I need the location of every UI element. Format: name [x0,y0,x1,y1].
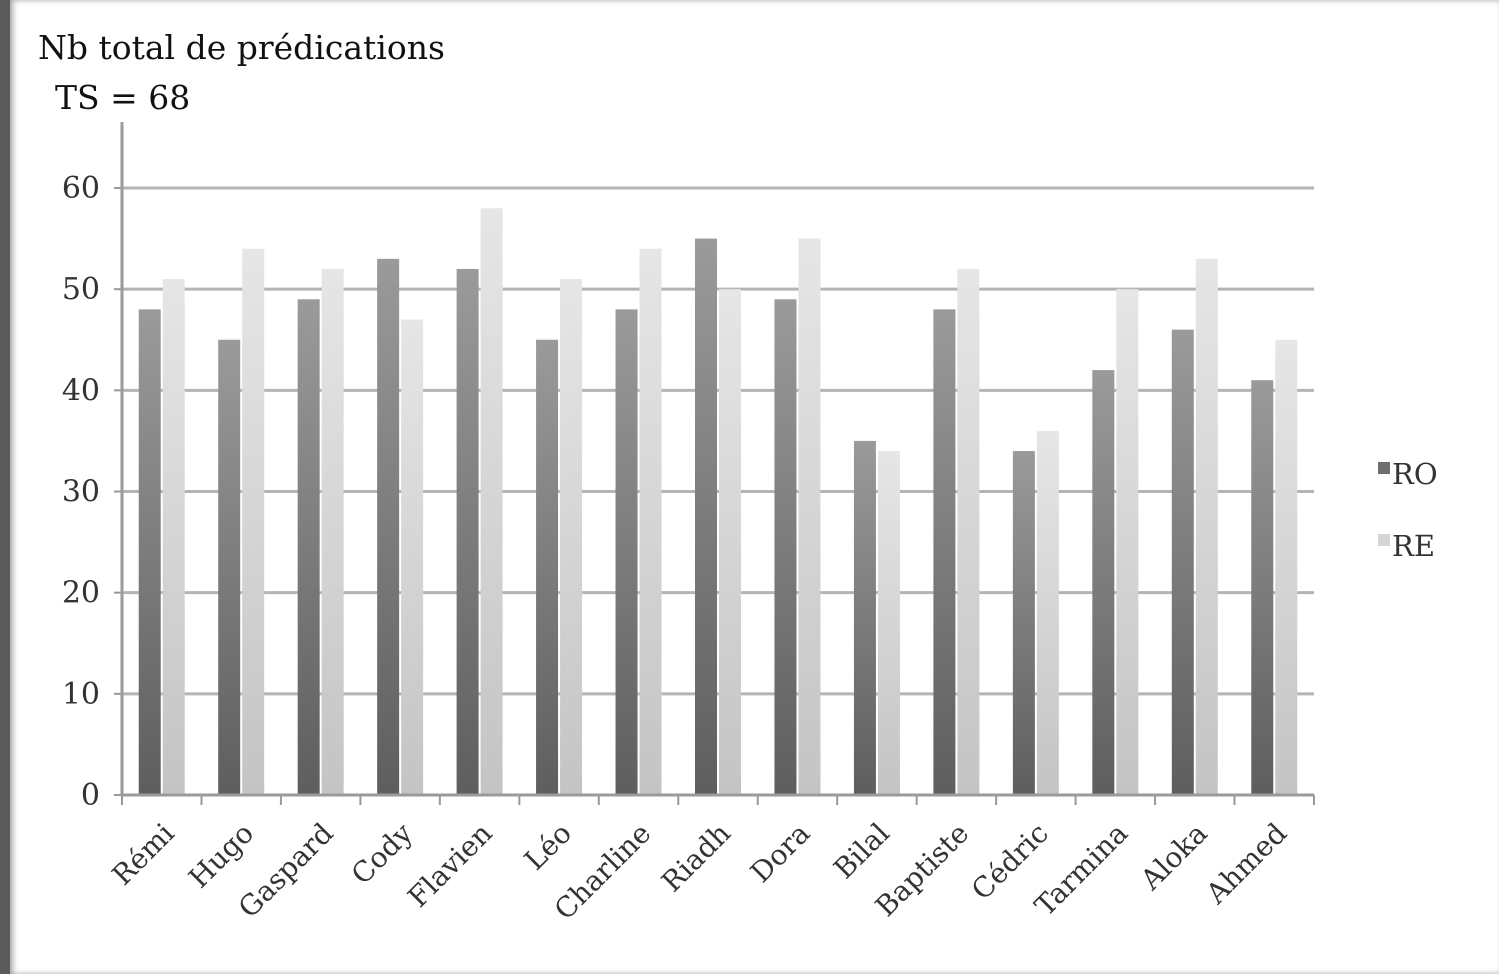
x-tick-label-8: Dora [744,817,816,889]
bar-re-11 [1036,430,1059,795]
bar-re-7 [719,289,741,795]
chart-subtitle: TS = 68 [55,78,191,117]
bar-ro-4 [456,268,479,795]
x-tick-label-9: Bilal [827,817,896,886]
grid-lines [122,186,1314,696]
chart-title: Nb total de prédications [38,28,445,67]
bar-re-9 [877,451,900,795]
bar-ro-13 [1171,329,1194,795]
legend-swatch-ro [1378,462,1390,474]
bar-ro-2 [297,299,320,795]
x-tick-label-1: Hugo [182,817,260,895]
bar-re-6 [639,248,662,795]
legend-swatch-re [1378,534,1390,546]
x-tick-label-4: Flavien [401,817,498,914]
bar-ro-8 [774,299,797,795]
chart-frame: Nb total de prédications TS = 68 0 10 20 30… [10,0,1499,974]
bar-ro-12 [1092,370,1115,795]
x-tick-label-5: Léo [518,817,578,877]
y-tick-label-40: 40 [62,373,100,408]
y-tick-label-20: 20 [62,576,100,611]
legend-label-re: RE [1392,529,1435,563]
axes [114,122,1315,805]
bar-re-5 [560,279,583,795]
x-tick-label-3: Cody [345,816,419,890]
legend: RO RE [1378,457,1438,563]
bar-re-13 [1195,258,1218,796]
bar-re-4 [480,208,503,795]
bar-ro-5 [536,339,559,795]
bar-ro-7 [695,238,717,796]
y-tick-label-50: 50 [62,272,100,307]
bar-re-2 [321,268,344,795]
bar-ro-9 [853,440,876,795]
bar-re-0 [162,279,185,795]
y-tick-label-30: 30 [62,475,100,510]
bar-ro-3 [377,258,400,796]
bar-ro-0 [138,309,161,795]
bar-re-8 [798,238,821,796]
bar-re-10 [957,268,980,795]
x-tick-label-0: Rémi [106,817,181,892]
bar-ro-10 [933,309,956,795]
bar-ro-6 [615,309,638,795]
x-tick-label-7: Riadh [655,817,737,899]
bar-re-12 [1116,289,1139,795]
bar-re-14 [1275,339,1298,795]
bar-re-1 [242,248,265,795]
y-tick-label-60: 60 [62,171,100,206]
bars [138,208,1298,796]
y-tick-label-10: 10 [62,677,100,712]
x-tick-label-14: Ahmed [1199,817,1293,911]
bar-ro-11 [1012,451,1035,795]
bar-re-3 [401,319,424,795]
y-tick-label-0: 0 [81,778,100,813]
bar-ro-1 [218,339,241,795]
bar-ro-14 [1251,380,1274,795]
legend-label-ro: RO [1392,457,1438,491]
